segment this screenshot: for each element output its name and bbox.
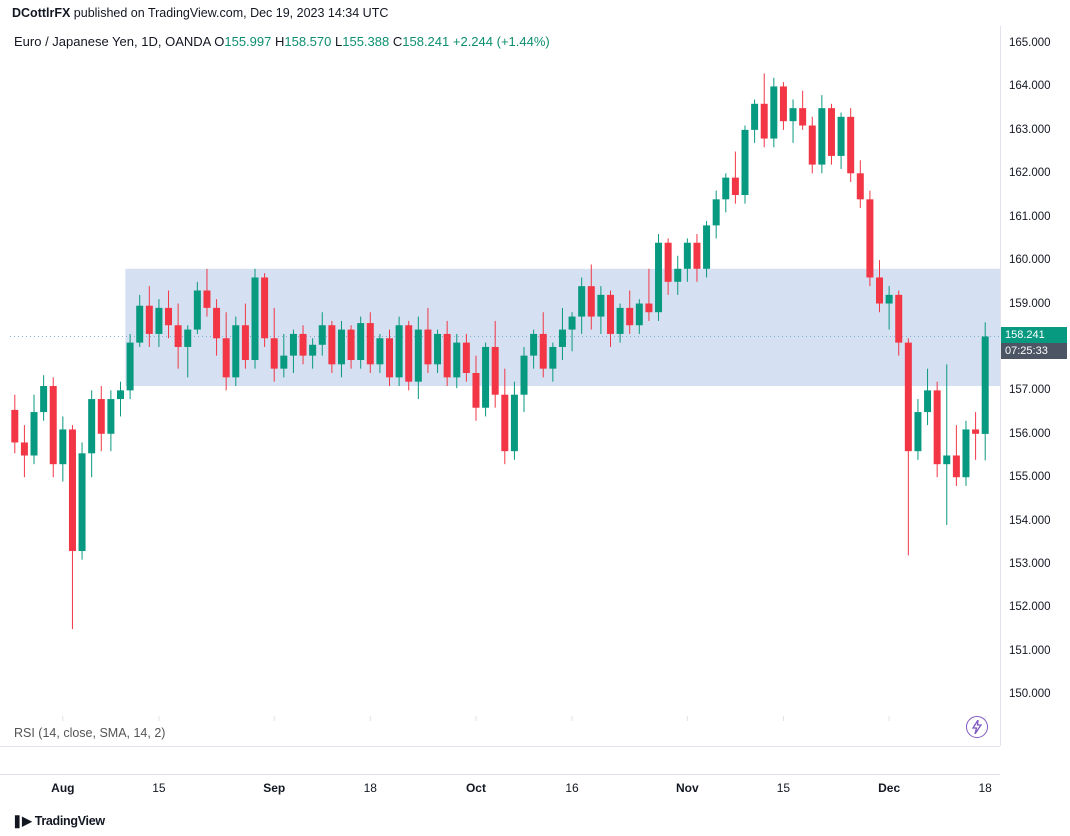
y-tick: 154.000 bbox=[1009, 515, 1051, 527]
y-tick: 151.000 bbox=[1009, 645, 1051, 657]
x-tick: Aug bbox=[51, 781, 74, 795]
countdown-label: 07:25:33 bbox=[1001, 343, 1067, 359]
y-tick: 160.000 bbox=[1009, 254, 1051, 266]
y-tick: 165.000 bbox=[1009, 37, 1051, 49]
x-tick: 18 bbox=[979, 781, 992, 795]
x-tick: Oct bbox=[466, 781, 486, 795]
y-axis[interactable]: 165.000 164.000 163.000 162.000 161.000 160.0… bbox=[1000, 26, 1070, 746]
y-tick: 150.000 bbox=[1009, 688, 1051, 700]
pane-separator bbox=[0, 746, 1000, 747]
x-tick: Nov bbox=[676, 781, 699, 795]
y-tick: 155.000 bbox=[1009, 471, 1051, 483]
publish-text: published on TradingView.com, bbox=[70, 6, 250, 20]
price-chart[interactable] bbox=[0, 26, 1000, 746]
y-tick: 164.000 bbox=[1009, 80, 1051, 92]
lightning-icon[interactable] bbox=[966, 716, 988, 738]
y-tick: 157.000 bbox=[1009, 384, 1051, 396]
y-tick: 159.000 bbox=[1009, 298, 1051, 310]
x-axis[interactable]: Aug 15 Sep 18 Oct 16 Nov 15 Dec 18 bbox=[0, 774, 1000, 798]
footer-text: TradingView bbox=[35, 814, 105, 828]
rsi-label: RSI (14, close, SMA, 14, 2) bbox=[14, 726, 165, 740]
x-tick: 15 bbox=[777, 781, 790, 795]
tradingview-logo: ❚▶ TradingView bbox=[12, 813, 105, 828]
x-tick: 15 bbox=[152, 781, 165, 795]
publish-header: DCottlrFX published on TradingView.com, … bbox=[12, 6, 388, 20]
x-tick: 18 bbox=[364, 781, 377, 795]
publish-date: Dec 19, 2023 14:34 UTC bbox=[250, 6, 388, 20]
author: DCottlrFX bbox=[12, 6, 70, 20]
y-tick: 153.000 bbox=[1009, 558, 1051, 570]
x-tick: Dec bbox=[878, 781, 900, 795]
current-price-label: 158.241 bbox=[1001, 327, 1067, 343]
y-tick: 152.000 bbox=[1009, 601, 1051, 613]
x-tick: 16 bbox=[565, 781, 578, 795]
y-tick: 156.000 bbox=[1009, 428, 1051, 440]
x-tick: Sep bbox=[263, 781, 285, 795]
y-tick: 161.000 bbox=[1009, 211, 1051, 223]
y-tick: 162.000 bbox=[1009, 167, 1051, 179]
y-tick: 163.000 bbox=[1009, 124, 1051, 136]
